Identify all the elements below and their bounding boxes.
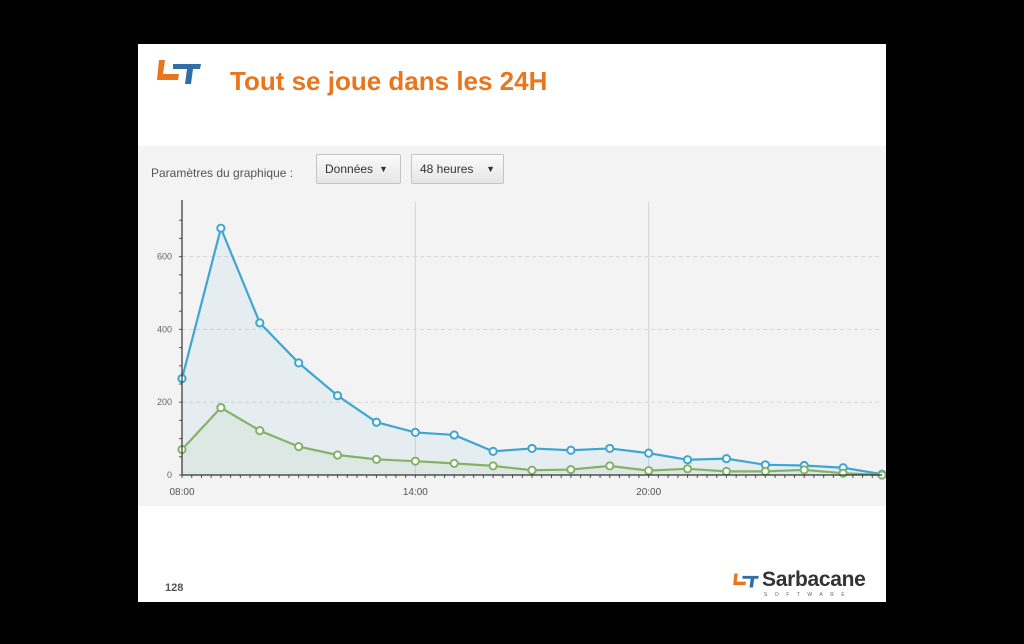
x-tick-label: 20:00 <box>636 487 661 498</box>
brand-subtitle: SOFTWARE <box>764 592 853 598</box>
y-tick-label: 200 <box>157 397 172 407</box>
chart-panel: Paramètres du graphique : Données ▼ 48 h… <box>138 146 886 506</box>
chart-params-label: Paramètres du graphique : <box>151 166 294 180</box>
data-point <box>566 445 576 455</box>
series-area <box>182 228 882 475</box>
data-point <box>760 466 770 476</box>
chevron-down-icon: ▼ <box>379 164 388 174</box>
data-point <box>410 456 420 466</box>
data-point <box>799 465 809 475</box>
data-point <box>527 443 537 454</box>
data-point <box>449 430 459 440</box>
data-point <box>410 427 420 438</box>
data-point <box>294 442 304 452</box>
data-point <box>488 461 498 471</box>
data-point <box>216 223 226 233</box>
data-point <box>838 468 848 478</box>
data-point <box>216 403 226 413</box>
page-number: 128 <box>165 582 184 594</box>
brand-name: Sarbacane <box>762 568 866 591</box>
data-point <box>255 318 265 328</box>
brand-logo: Sarbacane SOFTWARE <box>732 568 877 600</box>
data-point <box>605 461 615 471</box>
x-tick-label: 08:00 <box>169 487 194 498</box>
data-point <box>527 465 537 475</box>
sarbacane-logo-icon <box>733 573 759 588</box>
data-point <box>644 448 654 458</box>
data-point <box>721 454 732 464</box>
sarbacane-logo-icon <box>157 60 201 84</box>
data-point <box>721 466 732 476</box>
line-chart: 0 200 400 600 08:00 14:00 20:00 <box>157 200 886 498</box>
data-point <box>332 391 343 401</box>
data-point <box>605 443 615 454</box>
data-point <box>682 464 693 474</box>
y-tick-label: 0 <box>167 470 172 480</box>
data-point <box>294 358 304 368</box>
data-point <box>332 450 343 460</box>
period-dropdown[interactable]: 48 heures ▼ <box>411 154 504 184</box>
y-tick-label: 400 <box>157 324 172 334</box>
data-point <box>566 464 576 475</box>
data-point <box>255 425 265 436</box>
data-point <box>449 458 459 468</box>
y-tick-label: 600 <box>157 252 172 262</box>
x-tick-label: 14:00 <box>403 487 428 498</box>
data-point <box>371 417 382 427</box>
slide: Tout se joue dans les 24H Paramètres du … <box>138 44 886 602</box>
slide-title: Tout se joue dans les 24H <box>230 66 548 96</box>
chevron-down-icon: ▼ <box>486 164 495 174</box>
data-point <box>682 455 693 465</box>
data-dropdown[interactable]: Données ▼ <box>316 154 401 184</box>
data-point <box>371 454 382 464</box>
period-dropdown-label: 48 heures <box>420 162 474 176</box>
data-point <box>644 466 654 476</box>
data-dropdown-label: Données <box>325 162 374 176</box>
data-point <box>488 446 498 456</box>
